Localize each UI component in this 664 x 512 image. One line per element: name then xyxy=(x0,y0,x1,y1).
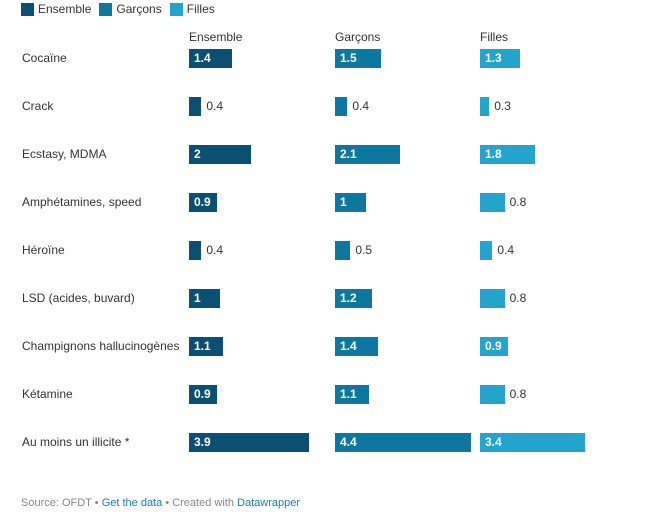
data-label: 1.1 xyxy=(194,339,211,353)
bar-filles[interactable] xyxy=(480,337,508,356)
category-label: Héroïne xyxy=(22,243,65,257)
category-label: Kétamine xyxy=(22,387,73,401)
bar-garcons[interactable] xyxy=(335,241,351,260)
legend-swatch xyxy=(99,2,113,16)
bar-filles[interactable] xyxy=(480,241,493,260)
data-label: 0.8 xyxy=(509,291,527,305)
get-data-link[interactable]: Get the data xyxy=(101,497,163,509)
legend-label: Garçons xyxy=(116,2,162,16)
bar-filles[interactable] xyxy=(480,97,490,116)
data-label: 4.4 xyxy=(340,435,357,449)
data-label: 0.3 xyxy=(494,99,511,113)
data-label: 1.4 xyxy=(194,51,211,65)
data-label: 1 xyxy=(194,291,201,305)
data-label: 2.1 xyxy=(340,147,357,161)
footer: Source: OFDT • Get the data • Created wi… xyxy=(21,497,300,509)
bar-garcons[interactable] xyxy=(335,385,369,404)
bar-garcons[interactable] xyxy=(335,337,379,356)
bar-ensemble[interactable] xyxy=(189,385,217,404)
bar-ensemble[interactable] xyxy=(189,193,217,212)
bar-garcons[interactable] xyxy=(335,97,348,116)
bar-garcons[interactable] xyxy=(335,145,400,164)
legend-item-ensemble: Ensemble xyxy=(21,2,91,16)
column-header-filles: Filles xyxy=(480,30,509,44)
bar-ensemble[interactable] xyxy=(189,433,310,452)
legend-swatch xyxy=(21,2,34,16)
legend-label: Ensemble xyxy=(38,2,92,16)
legend: Ensemble Garçons Filles xyxy=(21,2,215,16)
data-label: 0.8 xyxy=(509,387,527,401)
bar-ensemble[interactable] xyxy=(189,145,251,164)
data-label: 1.3 xyxy=(485,51,502,65)
bar-filles[interactable] xyxy=(480,385,505,404)
bar-filles[interactable] xyxy=(480,49,521,68)
category-label: Ecstasy, MDMA xyxy=(22,147,107,161)
bar-filles[interactable] xyxy=(480,145,536,164)
data-label: 0.8 xyxy=(509,195,527,209)
source-text: Source: OFDT xyxy=(21,497,92,509)
data-label: 0.4 xyxy=(206,99,223,113)
legend-item-garcons: Garçons xyxy=(99,2,162,16)
legend-item-filles: Filles xyxy=(169,2,215,16)
data-label: 1.4 xyxy=(340,339,357,353)
data-label: 0.4 xyxy=(497,243,514,257)
data-label: 1 xyxy=(340,195,347,209)
bar-garcons[interactable] xyxy=(335,49,382,68)
data-label: 1.2 xyxy=(340,291,357,305)
bar-filles[interactable] xyxy=(480,433,585,452)
data-label: 3.4 xyxy=(485,435,502,449)
data-label: 0.9 xyxy=(194,195,211,209)
data-label: 1.1 xyxy=(340,387,357,401)
bar-garcons[interactable] xyxy=(335,433,471,452)
category-label: Champignons hallucinogènes xyxy=(22,339,180,353)
category-label: Cocaïne xyxy=(22,51,67,65)
category-label: Au moins un illicite * xyxy=(22,435,130,449)
legend-label: Filles xyxy=(186,2,215,16)
category-label: Crack xyxy=(22,99,54,113)
data-label: 0.4 xyxy=(206,243,223,257)
column-header-garcons: Garçons xyxy=(335,30,381,44)
bar-garcons[interactable] xyxy=(335,193,366,212)
data-label: 1.8 xyxy=(485,147,502,161)
legend-swatch xyxy=(169,2,183,16)
bar-ensemble[interactable] xyxy=(189,289,220,308)
data-label: 1.5 xyxy=(340,51,357,65)
data-label: 0.5 xyxy=(355,243,373,257)
bar-garcons[interactable] xyxy=(335,289,372,308)
datawrapper-link[interactable]: Datawrapper xyxy=(237,497,300,509)
data-label: 0.4 xyxy=(352,99,369,113)
bar-filles[interactable] xyxy=(480,193,505,212)
bar-ensemble[interactable] xyxy=(189,49,233,68)
category-label: LSD (acides, buvard) xyxy=(22,291,135,305)
column-header-ensemble: Ensemble xyxy=(189,30,243,44)
bar-ensemble[interactable] xyxy=(189,97,202,116)
bar-ensemble[interactable] xyxy=(189,241,202,260)
category-label: Amphétamines, speed xyxy=(22,195,142,209)
bar-ensemble[interactable] xyxy=(189,337,223,356)
data-label: 2 xyxy=(194,147,201,161)
data-label: 0.9 xyxy=(194,387,211,401)
data-label: 3.9 xyxy=(194,435,211,449)
bar-filles[interactable] xyxy=(480,289,505,308)
data-label: 0.9 xyxy=(485,339,502,353)
